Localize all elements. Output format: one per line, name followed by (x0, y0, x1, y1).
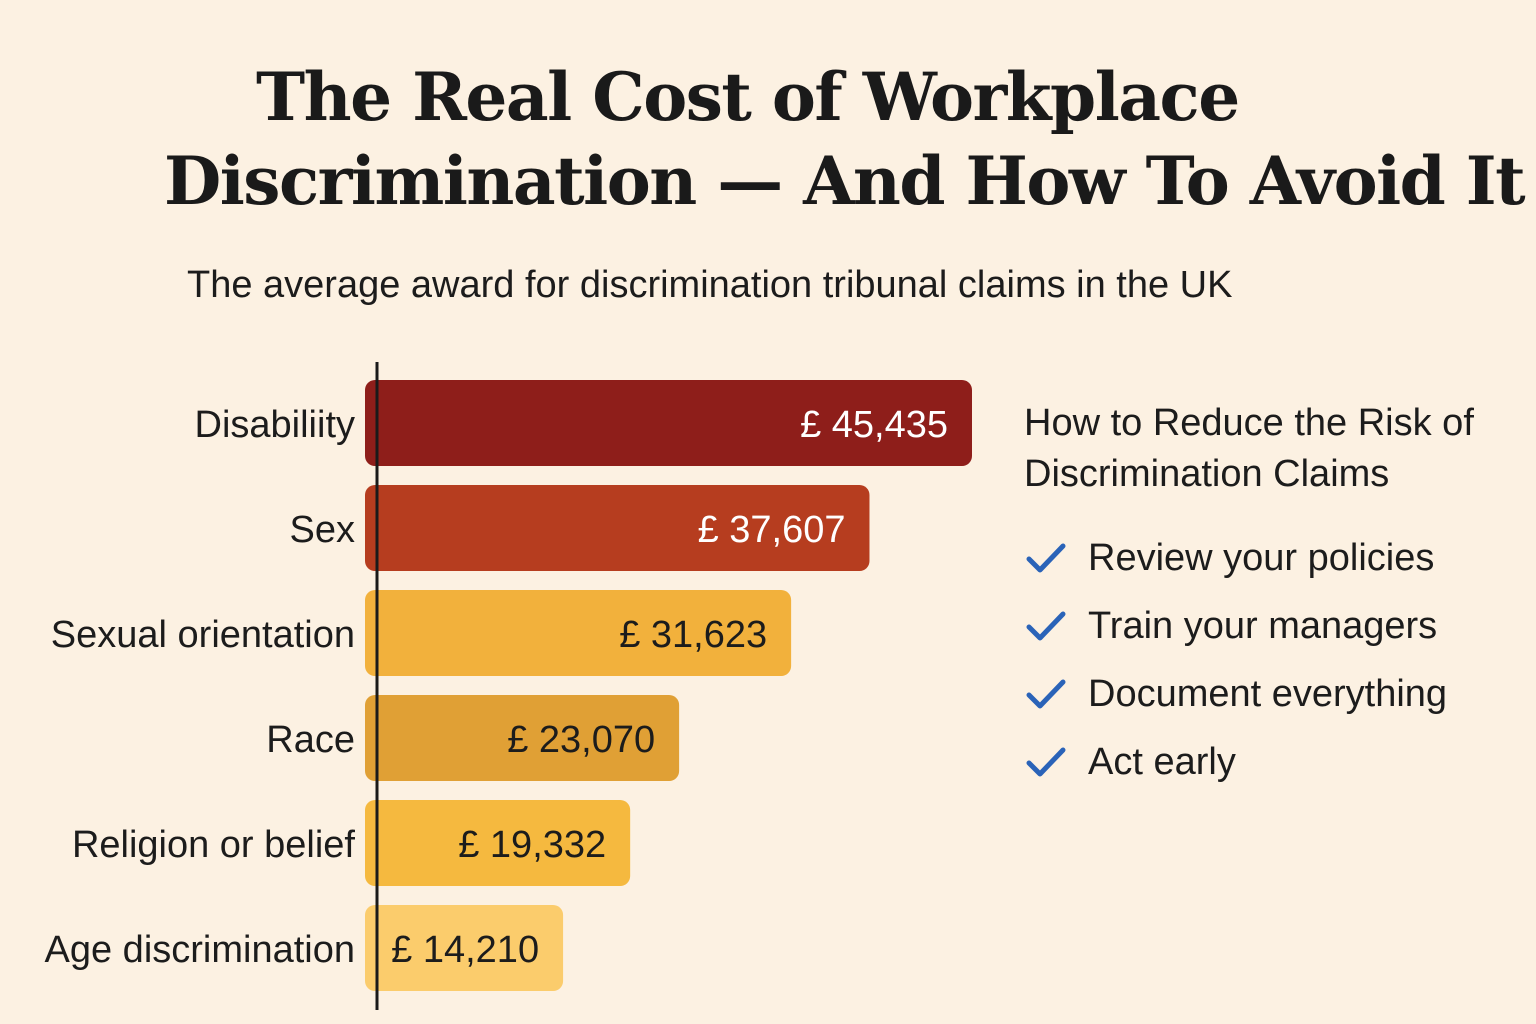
tips-heading: How to Reduce the Risk of Discrimination… (1024, 402, 1474, 495)
value-label: £ 14,210 (391, 929, 539, 971)
value-label: £ 19,332 (458, 824, 606, 866)
category-label: Age discrimination (45, 929, 355, 971)
category-label: Race (266, 719, 355, 761)
value-label: £ 31,623 (619, 614, 767, 656)
bar-age-discrimination (365, 905, 564, 991)
bar-chart: Disabiliity £ 45,435 Sex £ 37,607 Sexual ori… (45, 362, 972, 1010)
tips-list: Review your policies Train your managers… (1024, 524, 1524, 796)
value-label: £ 23,070 (507, 719, 655, 761)
title-line-2: Discrimination — And How To Avoid It (164, 142, 1526, 220)
tip-item-train-managers: Train your managers (1024, 592, 1524, 660)
category-label: Disabiliity (195, 404, 355, 446)
chart-subtitle: The average award for discrimination tri… (187, 264, 1233, 306)
category-label: Sex (290, 509, 355, 551)
checkmark-icon (1026, 679, 1066, 709)
bar-sex (365, 485, 870, 571)
tip-label: Act early (1088, 740, 1236, 783)
bar-sexual-orientation (365, 590, 792, 676)
category-label: Sexual orientation (51, 614, 355, 656)
tip-label: Document everything (1088, 672, 1448, 715)
value-label: £ 37,607 (698, 509, 846, 551)
checkmark-icon (1026, 543, 1066, 573)
category-label: Religion or belief (72, 824, 355, 866)
checkmark-icon (1026, 611, 1066, 641)
tips-panel: How to Reduce the Risk of Discrimination… (1024, 398, 1524, 796)
bar-race (365, 695, 680, 781)
title-line-1: The Real Cost of Workplace (256, 58, 1240, 136)
bar-religion-or-belief (365, 800, 631, 886)
tip-label: Train your managers (1088, 604, 1438, 647)
tip-item-document-everything: Document everything (1024, 660, 1524, 728)
tip-item-review-policies: Review your policies (1024, 524, 1524, 592)
tip-item-act-early: Act early (1024, 728, 1524, 796)
tip-label: Review your policies (1088, 536, 1435, 579)
checkmark-icon (1026, 747, 1066, 777)
bar-disabiliity (365, 380, 972, 466)
value-label: £ 45,435 (800, 404, 948, 446)
